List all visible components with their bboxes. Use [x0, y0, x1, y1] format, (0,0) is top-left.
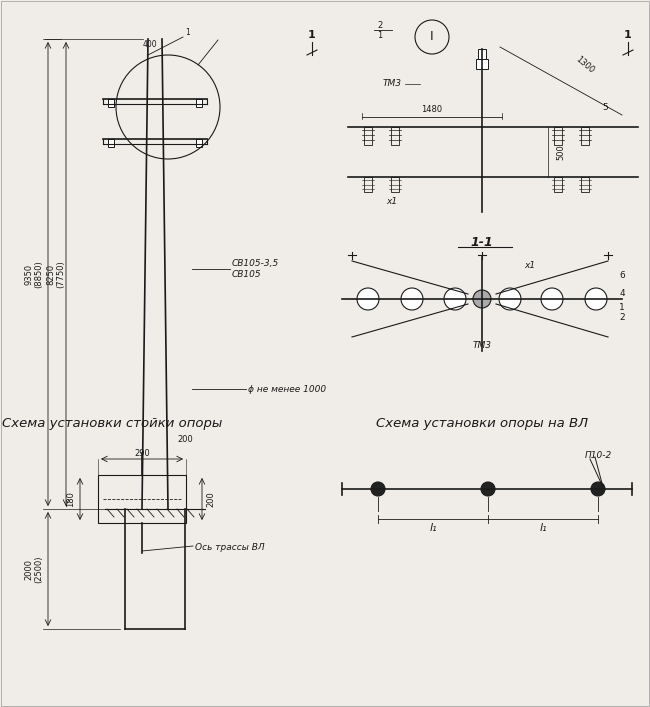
Text: 1: 1: [186, 28, 190, 37]
Text: l₁: l₁: [540, 523, 547, 533]
Text: Схема установки опоры на ВЛ: Схема установки опоры на ВЛ: [376, 418, 588, 431]
Text: 1: 1: [308, 30, 316, 40]
Text: П10-2: П10-2: [584, 450, 612, 460]
Text: 200: 200: [207, 491, 216, 507]
Text: СВ105-3,5
СВ105: СВ105-3,5 СВ105: [232, 259, 280, 279]
Text: ТМ3: ТМ3: [473, 341, 491, 349]
Bar: [98, 475, 186, 523]
Circle shape: [481, 482, 495, 496]
Circle shape: [357, 288, 379, 310]
Text: 1: 1: [378, 32, 383, 40]
Circle shape: [371, 482, 385, 496]
Circle shape: [401, 288, 423, 310]
Text: 1480: 1480: [421, 105, 443, 114]
Text: 1300: 1300: [574, 54, 596, 75]
Bar: [554, 177, 562, 192]
Circle shape: [444, 288, 466, 310]
Bar: [581, 127, 589, 145]
Circle shape: [499, 288, 521, 310]
Circle shape: [591, 482, 605, 496]
Bar: [196, 99, 202, 107]
Text: 1: 1: [619, 303, 625, 312]
Text: 1: 1: [624, 30, 632, 40]
Bar: [476, 59, 488, 69]
Text: Ось трассы ВЛ: Ось трассы ВЛ: [195, 542, 265, 551]
Text: I: I: [430, 30, 434, 44]
Text: 180: 180: [66, 491, 75, 507]
Text: 2: 2: [619, 312, 625, 322]
Text: 8250
(7750): 8250 (7750): [46, 260, 66, 288]
Text: 400: 400: [143, 40, 157, 49]
Text: 1-1: 1-1: [471, 235, 493, 248]
Bar: [196, 139, 202, 147]
Bar: [364, 177, 372, 192]
Text: 200: 200: [177, 435, 193, 443]
Bar: [364, 127, 372, 145]
Text: 4: 4: [619, 288, 625, 298]
Bar: [478, 49, 486, 59]
Text: Схема установки стойки опоры: Схема установки стойки опоры: [2, 418, 222, 431]
Bar: [554, 127, 562, 145]
Text: ϕ не менее 1000: ϕ не менее 1000: [248, 385, 326, 394]
Text: ТМ3: ТМ3: [382, 79, 402, 88]
Text: 290: 290: [134, 448, 150, 457]
Text: 2000
(2500): 2000 (2500): [24, 555, 44, 583]
Bar: [581, 177, 589, 192]
Text: 9350
(8850): 9350 (8850): [24, 260, 44, 288]
Text: l₁: l₁: [429, 523, 437, 533]
Bar: [391, 127, 399, 145]
Text: 5: 5: [602, 103, 608, 112]
Circle shape: [585, 288, 607, 310]
Text: 500: 500: [556, 144, 565, 160]
Text: x1: x1: [525, 260, 536, 269]
Circle shape: [541, 288, 563, 310]
Bar: [391, 177, 399, 192]
Text: 6: 6: [619, 271, 625, 279]
Text: x1: x1: [387, 197, 398, 206]
Circle shape: [473, 290, 491, 308]
Bar: [108, 99, 114, 107]
Bar: [108, 139, 114, 147]
Text: 2: 2: [378, 21, 383, 30]
